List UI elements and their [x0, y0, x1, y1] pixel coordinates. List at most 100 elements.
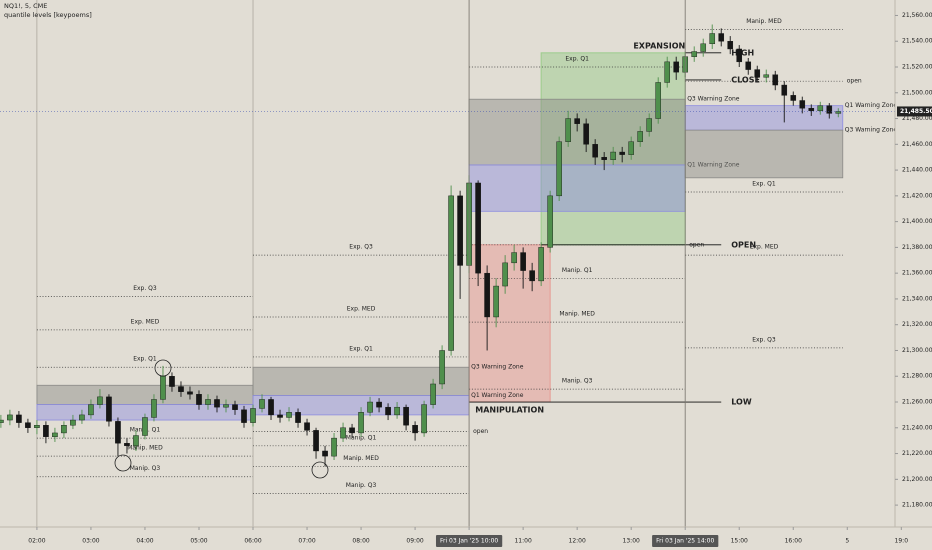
key-label: OPEN [731, 240, 756, 249]
y-tick-label: 21,360.00 [902, 270, 932, 277]
level-label: Exp. Q1 [133, 356, 157, 363]
x-tick-label: 09:00 [406, 538, 423, 545]
candle-body [160, 376, 166, 400]
open-label: open [473, 428, 488, 435]
x-tick-label: 07:00 [298, 538, 315, 545]
last-price-label: 21,485.50 [900, 108, 932, 115]
y-tick-label: 21,340.00 [902, 295, 932, 302]
candle-body [412, 425, 418, 434]
candle-body [556, 141, 562, 197]
level-label: Exp. Q1 [349, 345, 373, 352]
candle-body [358, 412, 364, 434]
candle-body [286, 412, 292, 418]
candle-body [601, 156, 607, 160]
level-label: Exp. MED [347, 305, 376, 312]
candle-body [214, 399, 220, 408]
level-label: Manip. Q3 [130, 465, 161, 472]
highlight-circle [311, 461, 329, 479]
candle-body [511, 252, 517, 264]
candle-body [799, 100, 806, 109]
candle-body [484, 272, 490, 318]
candle-body [574, 118, 580, 124]
candle-body [331, 437, 337, 457]
level-label: Manip. MED [343, 455, 379, 462]
candle-body [79, 414, 85, 421]
price-axis-bg [895, 0, 932, 550]
candle-body [403, 406, 409, 426]
candle-body [178, 386, 184, 392]
y-tick-label: 21,260.00 [902, 399, 932, 406]
y-tick-label: 21,220.00 [902, 450, 932, 457]
x-tick-label: 02:00 [28, 538, 45, 545]
level-label: Manip. MED [746, 18, 782, 25]
y-tick-label: 21,440.00 [902, 167, 932, 174]
candle-body [52, 432, 58, 438]
candle-body [457, 195, 463, 266]
level-label: Exp. Q3 [133, 285, 157, 292]
x-tick-label: 15:00 [731, 538, 748, 545]
candle-body [421, 404, 427, 434]
level-label: Exp. Q1 [752, 180, 776, 187]
candle-body [502, 262, 508, 287]
x-tick-label: 05:00 [190, 538, 207, 545]
candle-body [673, 61, 680, 73]
candle-body [385, 406, 391, 416]
candle-body [259, 399, 265, 409]
candle-body [70, 419, 76, 426]
warning-zone [468, 164, 686, 212]
level-label: Manip. Q3 [346, 482, 377, 489]
y-tick-label: 21,300.00 [902, 347, 932, 354]
x-tick-label: Fri 03 Jan '25 14:00 [656, 538, 714, 545]
x-tick-highlight [652, 535, 719, 547]
y-tick-label: 21,500.00 [902, 89, 932, 96]
candle-body [250, 408, 256, 423]
candle-body [0, 419, 4, 423]
y-tick-label: 21,480.00 [902, 115, 932, 122]
indicator-name: quantile levels [keypoems] [4, 11, 92, 19]
candle-body [376, 401, 382, 408]
candle-body [808, 108, 815, 112]
candle-body [7, 414, 13, 421]
y-tick-label: 21,320.00 [902, 321, 932, 328]
warning-zone [684, 105, 844, 131]
candle-body [205, 399, 211, 405]
candle-body [142, 417, 148, 436]
candle-body [475, 182, 481, 274]
candle-body [520, 252, 526, 271]
candle-body [736, 48, 743, 63]
candle-body [340, 427, 346, 439]
candle-body [754, 69, 761, 78]
y-tick-label: 21,460.00 [902, 141, 932, 148]
candle-body [133, 435, 139, 447]
zone-label: Q1 Warning Zone [845, 102, 898, 109]
candle-body [655, 82, 661, 119]
candle-body [691, 51, 698, 57]
candle-body [700, 43, 707, 52]
open-label: open [847, 78, 862, 85]
candle-body [727, 41, 734, 50]
candle-body [187, 391, 193, 395]
candle-body [493, 285, 499, 318]
candle-body [367, 401, 373, 413]
x-tick-label: 16:00 [785, 538, 802, 545]
zone-label: Q3 Warning Zone [471, 364, 524, 371]
plot-area: EXPANSION MANIPULATION Exp. Q3 Exp. MED Exp.… [0, 0, 897, 527]
y-tick-label: 21,180.00 [902, 502, 932, 509]
y-tick-label: 21,560.00 [902, 12, 932, 19]
level-label: Exp. Q3 [752, 336, 776, 343]
candle-body [538, 247, 544, 282]
level-label: Manip. Q1 [346, 434, 377, 441]
candle-body [88, 404, 94, 416]
y-tick-label: 21,420.00 [902, 192, 932, 199]
candle-body [349, 427, 355, 434]
candle-body [610, 151, 616, 160]
candle-body [232, 404, 238, 410]
candle-body [196, 394, 202, 405]
level-label: Manip. MED [127, 445, 163, 452]
candle-body [592, 144, 598, 158]
range-box [468, 244, 551, 403]
y-tick-label: 21,240.00 [902, 424, 932, 431]
x-tick-label: 04:00 [136, 538, 153, 545]
